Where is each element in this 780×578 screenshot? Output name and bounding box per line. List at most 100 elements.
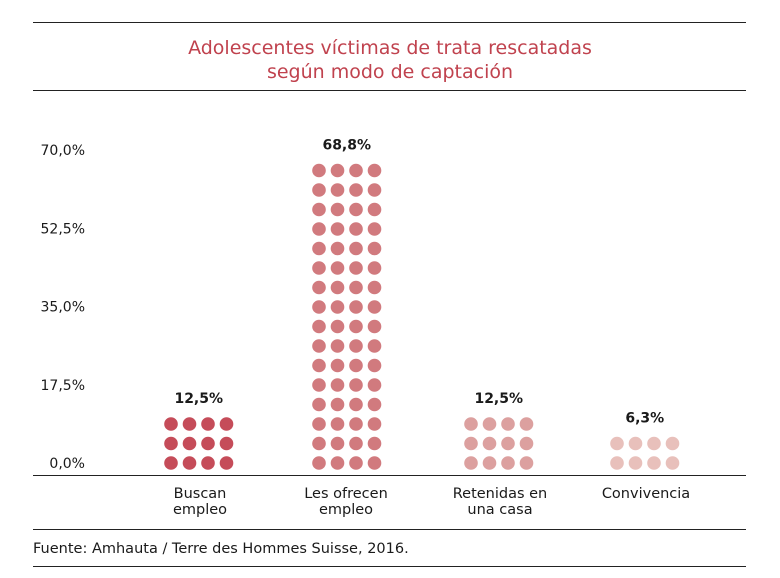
data-dot xyxy=(367,163,382,178)
category-label-line: una casa xyxy=(467,502,533,518)
data-value-label: 12,5% xyxy=(174,391,223,407)
data-dot xyxy=(330,280,345,295)
data-dot xyxy=(367,241,382,256)
data-dot xyxy=(519,417,534,431)
data-dot xyxy=(349,417,363,431)
data-dot xyxy=(628,436,643,451)
y-tick-label: 0,0% xyxy=(49,456,85,472)
data-dot xyxy=(219,436,234,451)
data-dot xyxy=(312,222,326,236)
data-dot xyxy=(330,163,345,178)
category-label-buscan-empleo: Buscan empleo xyxy=(130,486,270,518)
data-dot xyxy=(330,339,345,353)
data-dot xyxy=(464,417,478,431)
data-dot xyxy=(349,163,363,178)
data-dot xyxy=(330,319,345,334)
data-dot xyxy=(349,339,363,353)
data-dot xyxy=(330,202,345,217)
data-dot xyxy=(501,456,515,470)
source-top-rule xyxy=(33,529,746,530)
data-dot xyxy=(482,456,497,470)
data-dot xyxy=(367,202,382,217)
data-dot xyxy=(610,436,624,451)
data-dot xyxy=(367,339,382,353)
data-dot xyxy=(367,222,382,236)
data-dot xyxy=(201,436,215,451)
data-dot xyxy=(312,280,326,295)
data-dot xyxy=(330,358,345,373)
data-dot xyxy=(330,456,345,470)
data-dot xyxy=(349,280,363,295)
data-dot xyxy=(312,261,326,275)
data-dot xyxy=(330,397,345,412)
category-label-line: Buscan xyxy=(173,486,227,502)
data-dot xyxy=(330,300,345,314)
data-dot xyxy=(665,456,680,470)
data-dot xyxy=(349,222,363,236)
y-tick-label: 35,0% xyxy=(41,300,85,316)
y-tick-label: 17,5% xyxy=(41,378,85,394)
y-tick-label: 70,0% xyxy=(41,143,85,159)
data-dot xyxy=(482,436,497,451)
data-dot xyxy=(201,417,215,431)
data-dot xyxy=(647,456,661,470)
data-dot xyxy=(349,319,363,334)
data-dot xyxy=(330,417,345,431)
data-dot xyxy=(367,397,382,412)
data-dot xyxy=(182,417,197,431)
data-dot xyxy=(349,397,363,412)
data-dot xyxy=(312,300,326,314)
data-dot xyxy=(349,183,363,197)
data-dot xyxy=(367,261,382,275)
data-dot xyxy=(312,163,326,178)
bottom-rule xyxy=(33,566,746,567)
data-dot xyxy=(330,378,345,392)
data-dot xyxy=(367,358,382,373)
data-dot xyxy=(482,417,497,431)
data-dot xyxy=(519,456,534,470)
category-label-les-ofrecen-empleo: Les ofrecen empleo xyxy=(276,486,416,518)
data-dot xyxy=(164,436,178,451)
data-dot xyxy=(312,436,326,451)
category-label-line: Convivencia xyxy=(601,486,691,502)
data-dot xyxy=(665,436,680,451)
category-label-convivencia: Convivencia xyxy=(576,486,716,502)
data-dot xyxy=(367,456,382,470)
data-dot xyxy=(519,436,534,451)
data-dot xyxy=(349,261,363,275)
data-dot xyxy=(367,183,382,197)
category-label-line: empleo xyxy=(172,502,228,518)
data-dot xyxy=(201,456,215,470)
category-label-line: empleo xyxy=(318,502,374,518)
data-dot xyxy=(647,436,661,451)
x-axis-line xyxy=(33,475,746,476)
chart-title-line-1: Adolescentes víctimas de trata rescatada… xyxy=(188,37,592,59)
data-dot xyxy=(182,436,197,451)
data-dot xyxy=(349,300,363,314)
data-dot xyxy=(312,417,326,431)
data-dot xyxy=(312,378,326,392)
data-value-label: 6,3% xyxy=(625,411,664,427)
data-dot xyxy=(164,417,178,431)
data-value-label: 12,5% xyxy=(474,391,523,407)
data-dot xyxy=(349,456,363,470)
category-label-line: Retenidas en xyxy=(452,486,548,502)
data-dot xyxy=(164,456,178,470)
data-dot xyxy=(349,378,363,392)
data-dot xyxy=(312,358,326,373)
data-dot xyxy=(312,339,326,353)
data-dot xyxy=(312,241,326,256)
data-dot xyxy=(312,319,326,334)
data-dot xyxy=(628,456,643,470)
data-dot xyxy=(367,300,382,314)
top-rule xyxy=(33,22,746,23)
data-dot xyxy=(367,319,382,334)
data-dot xyxy=(367,417,382,431)
data-dot xyxy=(367,378,382,392)
data-dot xyxy=(312,456,326,470)
data-dot xyxy=(330,261,345,275)
data-dot xyxy=(219,456,234,470)
data-dot xyxy=(219,417,234,431)
data-dot xyxy=(464,456,478,470)
data-dot xyxy=(501,436,515,451)
